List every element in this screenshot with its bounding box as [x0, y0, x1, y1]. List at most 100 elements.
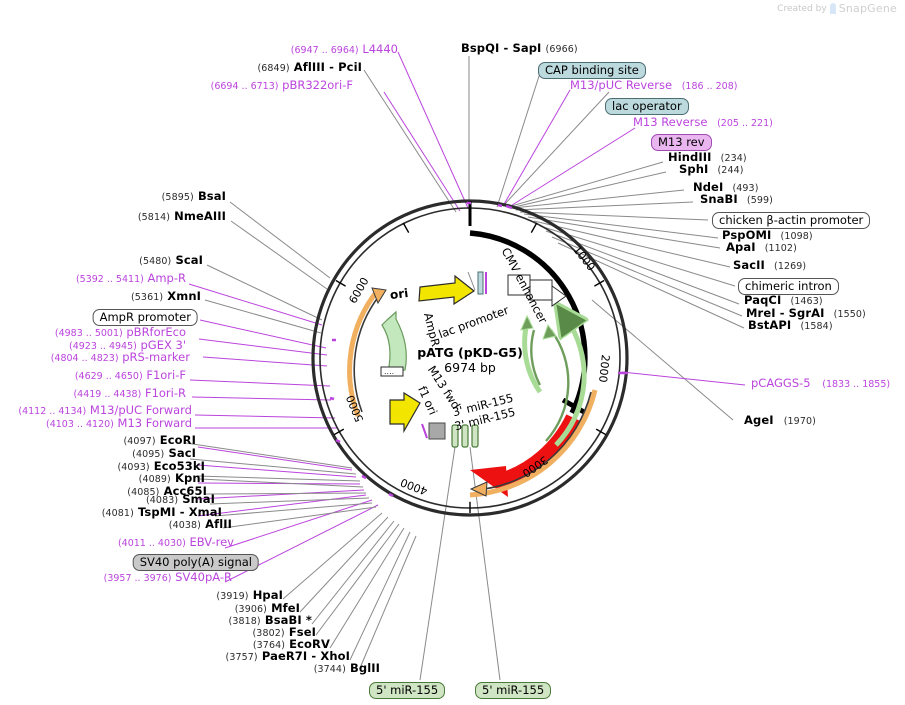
label-eco53kI-pos: (4093) [117, 462, 150, 473]
label-m13puc-forward-name: M13/pUC Forward [89, 403, 192, 417]
label-cap-binding-site: CAP binding site [538, 61, 646, 80]
label-pbr322ori-f: (6694 .. 6713) pBR322ori-F [210, 79, 353, 92]
label-aflII: (4038) AflII [168, 518, 232, 531]
label-pbrforeco-name: pBRforEco [126, 325, 186, 339]
label-hindIII-name: HindIII [668, 150, 712, 164]
ring-primer-ticks [329, 201, 628, 498]
ampr-arrow [381, 310, 407, 373]
label-m13puc-reverse: M13/pUC Reverse (186 .. 208) [570, 79, 738, 92]
label-l4440: (6947 .. 6964) L4440 [291, 42, 398, 56]
leader-lines-mir155 [419, 446, 501, 681]
label-m13puc-reverse-pos: (186 .. 208) [681, 81, 738, 92]
label-aflII-pos: (4038) [168, 520, 201, 531]
label-pspOMI-name: PspOMI [722, 228, 772, 242]
leader-lines-primer-right [502, 89, 746, 386]
label-acc65I-name: Acc65I [163, 484, 207, 498]
label-ecoRI: (4097) EcoRI [123, 434, 196, 447]
label-ecoRV-pos: (3764) [252, 640, 286, 651]
label-f1ori-f-pos: (4629 .. 4650) [74, 371, 143, 382]
mir155-feature-boxes [451, 424, 479, 448]
label-sacI: (4095) SacI [132, 447, 196, 460]
label-lac-operator-text: lac operator [605, 98, 689, 116]
label-chicken-beta-actin-promoter-text: chicken β-actin promoter [712, 212, 871, 230]
label-l4440-name: L4440 [362, 42, 398, 56]
label-chimeric-intron: chimeric intron [738, 277, 839, 296]
inner-label-ori: ori [389, 285, 410, 303]
label-sphI-name: SphI [679, 162, 709, 176]
kb-ticks [333, 279, 607, 513]
label-kpnI-name: KpnI [174, 471, 205, 485]
label-f1ori-r-name: F1ori-R [144, 386, 186, 400]
label-smaI-pos: (4083) [145, 495, 179, 506]
label-scaI-name: ScaI [175, 253, 203, 267]
label-bsaBI-pos: (3818) [228, 616, 261, 627]
label-acc65I: (4085) Acc65I [127, 484, 207, 498]
label-eco53kI-name: Eco53kI [153, 459, 205, 473]
label-chicken-beta-actin-promoter: chicken β-actin promoter [712, 211, 871, 230]
label-fseI-pos: (3802) [252, 628, 285, 639]
plasmid-size: 6974 bp [444, 360, 496, 375]
label-paqCI: PaqCI (1463) [744, 294, 823, 307]
label-ampr-promoter-text: AmpR promoter [92, 309, 198, 327]
label-f1ori-r: (4419 .. 4438) F1ori-R [73, 386, 186, 400]
label-prs-marker-name: pRS-marker [122, 350, 190, 364]
label-ndeI-name: NdeI [693, 180, 724, 194]
label-fseI: (3802) FseI [252, 626, 317, 639]
green-feature-arc-inner-core [530, 329, 542, 386]
green-feature-arc-outer-core [545, 329, 570, 442]
label-cap-binding-site-text: CAP binding site [538, 62, 646, 80]
label-amp-r-pos: (5392 .. 5411) [75, 274, 144, 285]
label-mfeI-pos: (3906) [234, 604, 267, 615]
label-m13-rev: M13 rev [651, 133, 712, 152]
label-scaI: (5480) ScaI [139, 253, 203, 267]
label-bglII-name: BglII [350, 661, 380, 675]
label-ecoRV-name: EcoRV [289, 637, 330, 651]
label-pbr322ori-f-pos: (6694 .. 6713) [210, 81, 279, 92]
label-pgex3-pos: (4923 .. 4945) [68, 341, 137, 352]
label-bglII-pos: (3744) [313, 664, 346, 675]
label-kpnI: (4089) KpnI [139, 471, 205, 485]
label-mir155-left-text: 5' miR-155 [369, 682, 446, 700]
label-tspMI-xmaI-name: TspMI - XmaI [138, 505, 222, 519]
label-sacI-pos: (4095) [132, 449, 165, 460]
label-bstAPI-name: BstAPI [748, 318, 792, 332]
label-ecoRV: (3764) EcoRV [252, 637, 330, 651]
label-mfeI-name: MfeI [271, 601, 300, 615]
label-sacII-name: SacII [733, 258, 765, 272]
label-mreI-sgrAI: MreI - SgrAI (1550) [746, 306, 866, 320]
gray-feature-box [428, 422, 446, 440]
plasmid-name: pATG (pKD-G5) [417, 345, 523, 360]
label-m13-reverse-pos: (205 .. 221) [717, 118, 773, 129]
label-sacII-pos: (1269) [774, 261, 807, 272]
leader-lines-primer-topleft [383, 51, 469, 212]
orange-arc-right [469, 389, 598, 498]
label-apaI-pos: (1102) [764, 243, 797, 254]
label-prs-marker: (4804 .. 4823) pRS-marker [51, 350, 190, 364]
label-paeR7I-xhoI-name: PaeR7I - XhoI [261, 649, 350, 663]
label-bspQI-sapI-pos: (6966) [545, 44, 578, 55]
label-aflIII-pciI: (6849) AflIII - PciI [257, 61, 362, 74]
label-tspMI-xmaI-pos: (4081) [101, 508, 134, 519]
label-scaI-pos: (5480) [139, 256, 172, 267]
label-bspQI-sapI-name: BspQI - SapI [461, 41, 542, 55]
label-sphI: SphI (244) [679, 162, 744, 176]
label-apaI-name: ApaI [726, 240, 756, 254]
kb-ticks-2 [402, 222, 538, 233]
label-bspQI-sapI: BspQI - SapI (6966) [461, 41, 578, 55]
label-amp-r-name: Amp-R [147, 271, 186, 285]
label-pcaggs-5-name: pCAGGS-5 [751, 376, 811, 390]
label-mreI-sgrAI-name: MreI - SgrAI [746, 306, 825, 320]
label-acc65I-pos: (4085) [127, 487, 160, 498]
label-mreI-sgrAI-pos: (1550) [833, 309, 866, 320]
leader-lines-enzyme-leftlower [185, 442, 417, 669]
label-xmnI-pos: (5361) [130, 292, 164, 303]
violet-feature-tick [421, 423, 428, 439]
label-sv40-polya-signal-text: SV40 poly(A) signal [132, 554, 259, 572]
label-mir155-right-text: 5' miR-155 [475, 682, 552, 700]
label-sphI-pos: (244) [717, 165, 744, 176]
label-m13-forward-name: M13 Forward [117, 416, 192, 430]
label-pspOMI-pos: (1098) [780, 231, 813, 242]
snapgene-watermark: Created by SnapGene [777, 2, 897, 15]
green-arrowhead-b [542, 323, 557, 340]
